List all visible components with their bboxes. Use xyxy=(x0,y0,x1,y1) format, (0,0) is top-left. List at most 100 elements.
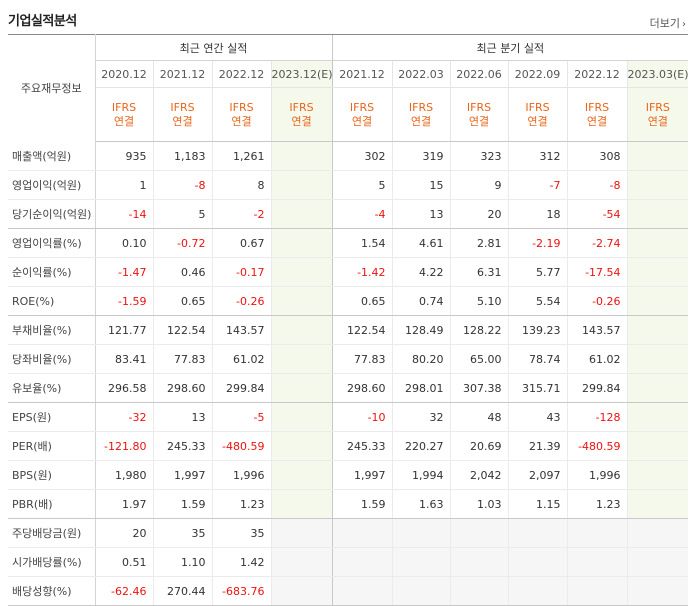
table-cell: -0.26 xyxy=(566,286,628,316)
table-cell: -0.72 xyxy=(152,228,212,258)
table-cell: -17.54 xyxy=(566,257,628,287)
table-row: 순이익률(%) -1.47 0.46 -0.17 -1.42 4.22 6.31 5.77 -1… xyxy=(8,257,689,287)
table-cell: 4.22 xyxy=(391,257,451,287)
row-label: 매출액(억원) xyxy=(8,141,96,171)
table-cell: 13 xyxy=(391,199,451,229)
table-cell xyxy=(626,141,689,171)
table-cell: 5 xyxy=(152,199,212,229)
table-cell xyxy=(270,199,333,229)
table-cell: 65.00 xyxy=(449,344,509,374)
ifrs-label: IFRS xyxy=(229,100,254,114)
table-cell: 2,042 xyxy=(449,460,509,490)
ifrs-label: IFRS xyxy=(289,100,314,114)
table-row: 주당배당금(원) 20 35 35 xyxy=(8,518,689,548)
table-cell: 270.44 xyxy=(152,576,212,606)
table-cell: 1.03 xyxy=(449,489,509,519)
chevron-right-icon: › xyxy=(682,19,686,30)
table-cell: 245.33 xyxy=(331,431,393,461)
table-cell: 9 xyxy=(449,170,509,200)
table-cell: 935 xyxy=(94,141,153,171)
table-cell: 298.60 xyxy=(331,373,393,403)
period-header: 2022.12 xyxy=(211,60,271,88)
table-cell xyxy=(626,518,689,548)
table-cell xyxy=(270,170,333,200)
table-cell: 1.97 xyxy=(94,489,153,519)
table-row: 부채비율(%) 121.77 122.54 143.57 122.54 128.49 128… xyxy=(8,315,689,345)
table-cell xyxy=(270,141,333,171)
row-label: PER(배) xyxy=(8,431,96,461)
more-link[interactable]: 더보기 › xyxy=(650,15,686,31)
table-cell: 5.54 xyxy=(507,286,568,316)
table-row: EPS(원) -32 13 -5 -10 32 48 43 -128 xyxy=(8,402,689,432)
row-label: 주당배당금(원) xyxy=(8,518,96,548)
period-header-row: 2020.12 2021.12 2022.12 2023.12(E) 2021.12 20… xyxy=(8,60,689,88)
table-cell xyxy=(270,257,333,287)
table-cell xyxy=(626,489,689,519)
table-cell: 77.83 xyxy=(331,344,393,374)
table-cell: 298.60 xyxy=(152,373,212,403)
consolidated-label: 연결 xyxy=(647,114,668,128)
group-header-row: 주요재무정보 최근 연간 실적 최근 분기 실적 xyxy=(8,34,689,142)
consolidated-label: 연결 xyxy=(113,114,135,128)
consolidated-label: 연결 xyxy=(291,114,312,128)
table-cell: 1,996 xyxy=(566,460,628,490)
ifrs-label: IFRS xyxy=(525,100,550,114)
table-cell: 80.20 xyxy=(391,344,451,374)
table-cell xyxy=(449,518,509,548)
table-cell: 83.41 xyxy=(94,344,153,374)
period-header: 2022.06 xyxy=(449,60,509,88)
table-cell xyxy=(626,373,689,403)
period-header: 2023.12(E) xyxy=(270,60,333,88)
table-cell: 61.02 xyxy=(566,344,628,374)
table-cell xyxy=(626,286,689,316)
row-label: PBR(배) xyxy=(8,489,96,519)
table-cell: 299.84 xyxy=(211,373,271,403)
table-cell xyxy=(270,431,333,461)
table-cell: -62.46 xyxy=(94,576,153,606)
ifrs-header: IFRS 연결 xyxy=(626,87,689,142)
table-cell: 122.54 xyxy=(152,315,212,345)
table-row: 영업이익률(%) 0.10 -0.72 0.67 1.54 4.61 2.81 -2.19 -2… xyxy=(8,228,689,258)
table-cell: 15 xyxy=(391,170,451,200)
table-cell: 1.23 xyxy=(566,489,628,519)
table-cell: 0.46 xyxy=(152,257,212,287)
table-cell xyxy=(626,402,689,432)
table-cell: 2,097 xyxy=(507,460,568,490)
table-cell xyxy=(270,286,333,316)
table-cell: 139.23 xyxy=(507,315,568,345)
ifrs-label: IFRS xyxy=(466,100,492,114)
table-cell: 1.10 xyxy=(152,547,212,577)
consolidated-label: 연결 xyxy=(351,114,373,128)
table-cell xyxy=(331,518,393,548)
consolidated-label: 연결 xyxy=(410,114,432,128)
table-cell xyxy=(391,547,451,577)
table-cell: 43 xyxy=(507,402,568,432)
table-cell xyxy=(270,402,333,432)
table-row: PBR(배) 1.97 1.59 1.23 1.59 1.63 1.03 1.15 1.23 xyxy=(8,489,689,519)
row-label: 당좌비율(%) xyxy=(8,344,96,374)
table-cell xyxy=(566,518,628,548)
ifrs-label: IFRS xyxy=(645,100,670,114)
table-cell: 32 xyxy=(391,402,451,432)
table-cell: -683.76 xyxy=(211,576,271,606)
table-cell xyxy=(626,199,689,229)
table-cell: 5 xyxy=(331,170,393,200)
table-cell: 6.31 xyxy=(449,257,509,287)
table-cell: 1 xyxy=(94,170,153,200)
ifrs-header: IFRS 연결 xyxy=(331,87,393,142)
table-cell: 1.63 xyxy=(391,489,451,519)
row-label: EPS(원) xyxy=(8,402,96,432)
table-row: 유보율(%) 296.58 298.60 299.84 298.60 298.01 307.… xyxy=(8,373,689,403)
table-cell: -2.74 xyxy=(566,228,628,258)
table-cell xyxy=(507,547,568,577)
ifrs-header: IFRS 연결 xyxy=(94,87,153,142)
table-cell: 13 xyxy=(152,402,212,432)
table-cell: -32 xyxy=(94,402,153,432)
period-header: 2021.12 xyxy=(331,60,393,88)
table-cell xyxy=(626,576,689,606)
table-cell xyxy=(566,576,628,606)
table-cell: -8 xyxy=(566,170,628,200)
period-header: 2021.12 xyxy=(152,60,212,88)
table-cell xyxy=(626,170,689,200)
ifrs-header: IFRS 연결 xyxy=(152,87,212,142)
